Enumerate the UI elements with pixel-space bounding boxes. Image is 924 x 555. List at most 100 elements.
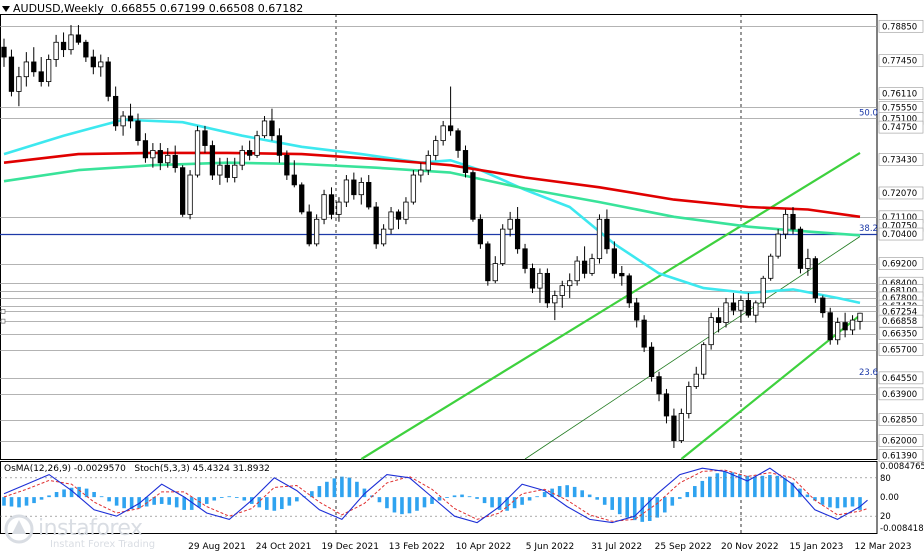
candle-body-down <box>306 211 312 245</box>
candle <box>812 256 818 303</box>
candle <box>373 202 379 249</box>
candle <box>574 256 580 286</box>
price-label-box <box>878 120 924 134</box>
candle-body-down <box>641 319 647 348</box>
price-axis-label: 0.77450 <box>882 57 917 67</box>
price-label-box <box>878 449 924 462</box>
candle-body-down <box>1 46 7 58</box>
osma-bar <box>212 497 217 501</box>
candle-body-down <box>730 302 737 311</box>
osma-bar <box>272 497 277 511</box>
candle-body-down <box>820 297 826 314</box>
osma-bar <box>107 497 111 502</box>
candle-body-down <box>269 120 275 137</box>
price-axis-label: 0.75550 <box>882 103 917 113</box>
osma-bar <box>234 497 239 498</box>
candle <box>686 381 692 419</box>
candle-body-up <box>805 258 811 269</box>
x-tick-label: 29 Aug 2021 <box>188 542 246 552</box>
candle <box>648 342 655 382</box>
price-axis-label: 0.69200 <box>882 260 917 270</box>
candle-body-up <box>723 302 729 323</box>
candle <box>299 182 305 215</box>
x-tick-label: 20 Nov 2022 <box>721 542 779 552</box>
candle-body-down <box>83 41 89 58</box>
candle <box>284 150 290 180</box>
price-label-box <box>878 54 924 68</box>
osma-bar <box>392 497 397 513</box>
osma-bar <box>662 497 667 513</box>
osma-bar <box>843 497 847 508</box>
price-axis-label: 0.66858 <box>882 317 917 327</box>
candle-body-down <box>395 211 402 220</box>
osma-bar <box>227 496 232 498</box>
x-tick-label: 5 Jun 2022 <box>526 542 574 552</box>
osma-bar <box>39 497 44 500</box>
candle-body-up <box>150 150 156 159</box>
candle <box>75 25 82 45</box>
candle <box>656 371 662 402</box>
candle-body-up <box>165 154 171 164</box>
candle-body-down <box>157 150 163 164</box>
osma-bar <box>54 492 59 498</box>
osma-bar <box>129 497 134 510</box>
osma-bar <box>280 497 284 510</box>
x-tick-label: 12 Mar 2023 <box>854 542 911 552</box>
price-axis-label: 0.78850 <box>882 22 917 32</box>
candle <box>60 32 67 58</box>
candle-body-down <box>60 41 67 51</box>
candle <box>410 170 417 205</box>
candle <box>790 206 796 235</box>
candle-body-down <box>328 194 335 215</box>
osma-bar <box>325 481 329 498</box>
candle-body-up <box>492 263 498 282</box>
candle <box>23 52 29 87</box>
candle <box>254 130 260 158</box>
candle <box>492 256 498 284</box>
osma-bar <box>317 486 322 498</box>
price-label-box <box>878 371 924 385</box>
candle-body-up <box>187 174 193 215</box>
candle-body-down <box>209 145 216 176</box>
candle-body-down <box>202 130 208 146</box>
candle-body-down <box>366 182 372 208</box>
price-axis-label: 0.75100 <box>882 114 917 124</box>
x-tick-label: 31 Jul 2022 <box>591 542 642 552</box>
indicator-axis-label: 0.00 <box>880 493 899 503</box>
osma-bar <box>708 476 712 498</box>
osma-bar <box>47 495 51 498</box>
osma-bar <box>693 486 697 498</box>
candle <box>1 38 7 67</box>
price-axis-label: 0.67254 <box>882 307 917 317</box>
osma-bar <box>9 497 14 507</box>
candle <box>239 145 245 171</box>
candle <box>820 295 826 318</box>
osma-bar <box>700 480 705 498</box>
candle-body-up <box>425 154 431 171</box>
candle <box>172 145 178 173</box>
candle <box>835 317 841 345</box>
osma-bar <box>497 497 502 510</box>
price-pane <box>0 14 878 460</box>
symbol-menu-icon[interactable] <box>2 6 10 12</box>
osma-bar <box>189 497 194 510</box>
stoch-main-line <box>3 467 868 524</box>
candle-body-up <box>693 373 699 387</box>
osma-bar <box>723 471 727 498</box>
candle <box>202 125 208 153</box>
osma-bar <box>738 474 742 498</box>
osma-bar <box>265 497 269 510</box>
candle <box>53 34 59 67</box>
price-label-box <box>878 227 924 241</box>
candle-body-up <box>433 140 439 156</box>
osma-bar <box>520 497 524 505</box>
candle <box>120 111 126 136</box>
candle <box>753 300 759 323</box>
candle <box>738 295 744 323</box>
fib-label: 50.0 <box>859 108 878 118</box>
candle <box>180 165 186 217</box>
x-tick-label: 19 Dec 2021 <box>321 542 379 552</box>
candle <box>366 175 372 210</box>
candle-body-down <box>247 150 253 156</box>
candle <box>693 366 699 389</box>
